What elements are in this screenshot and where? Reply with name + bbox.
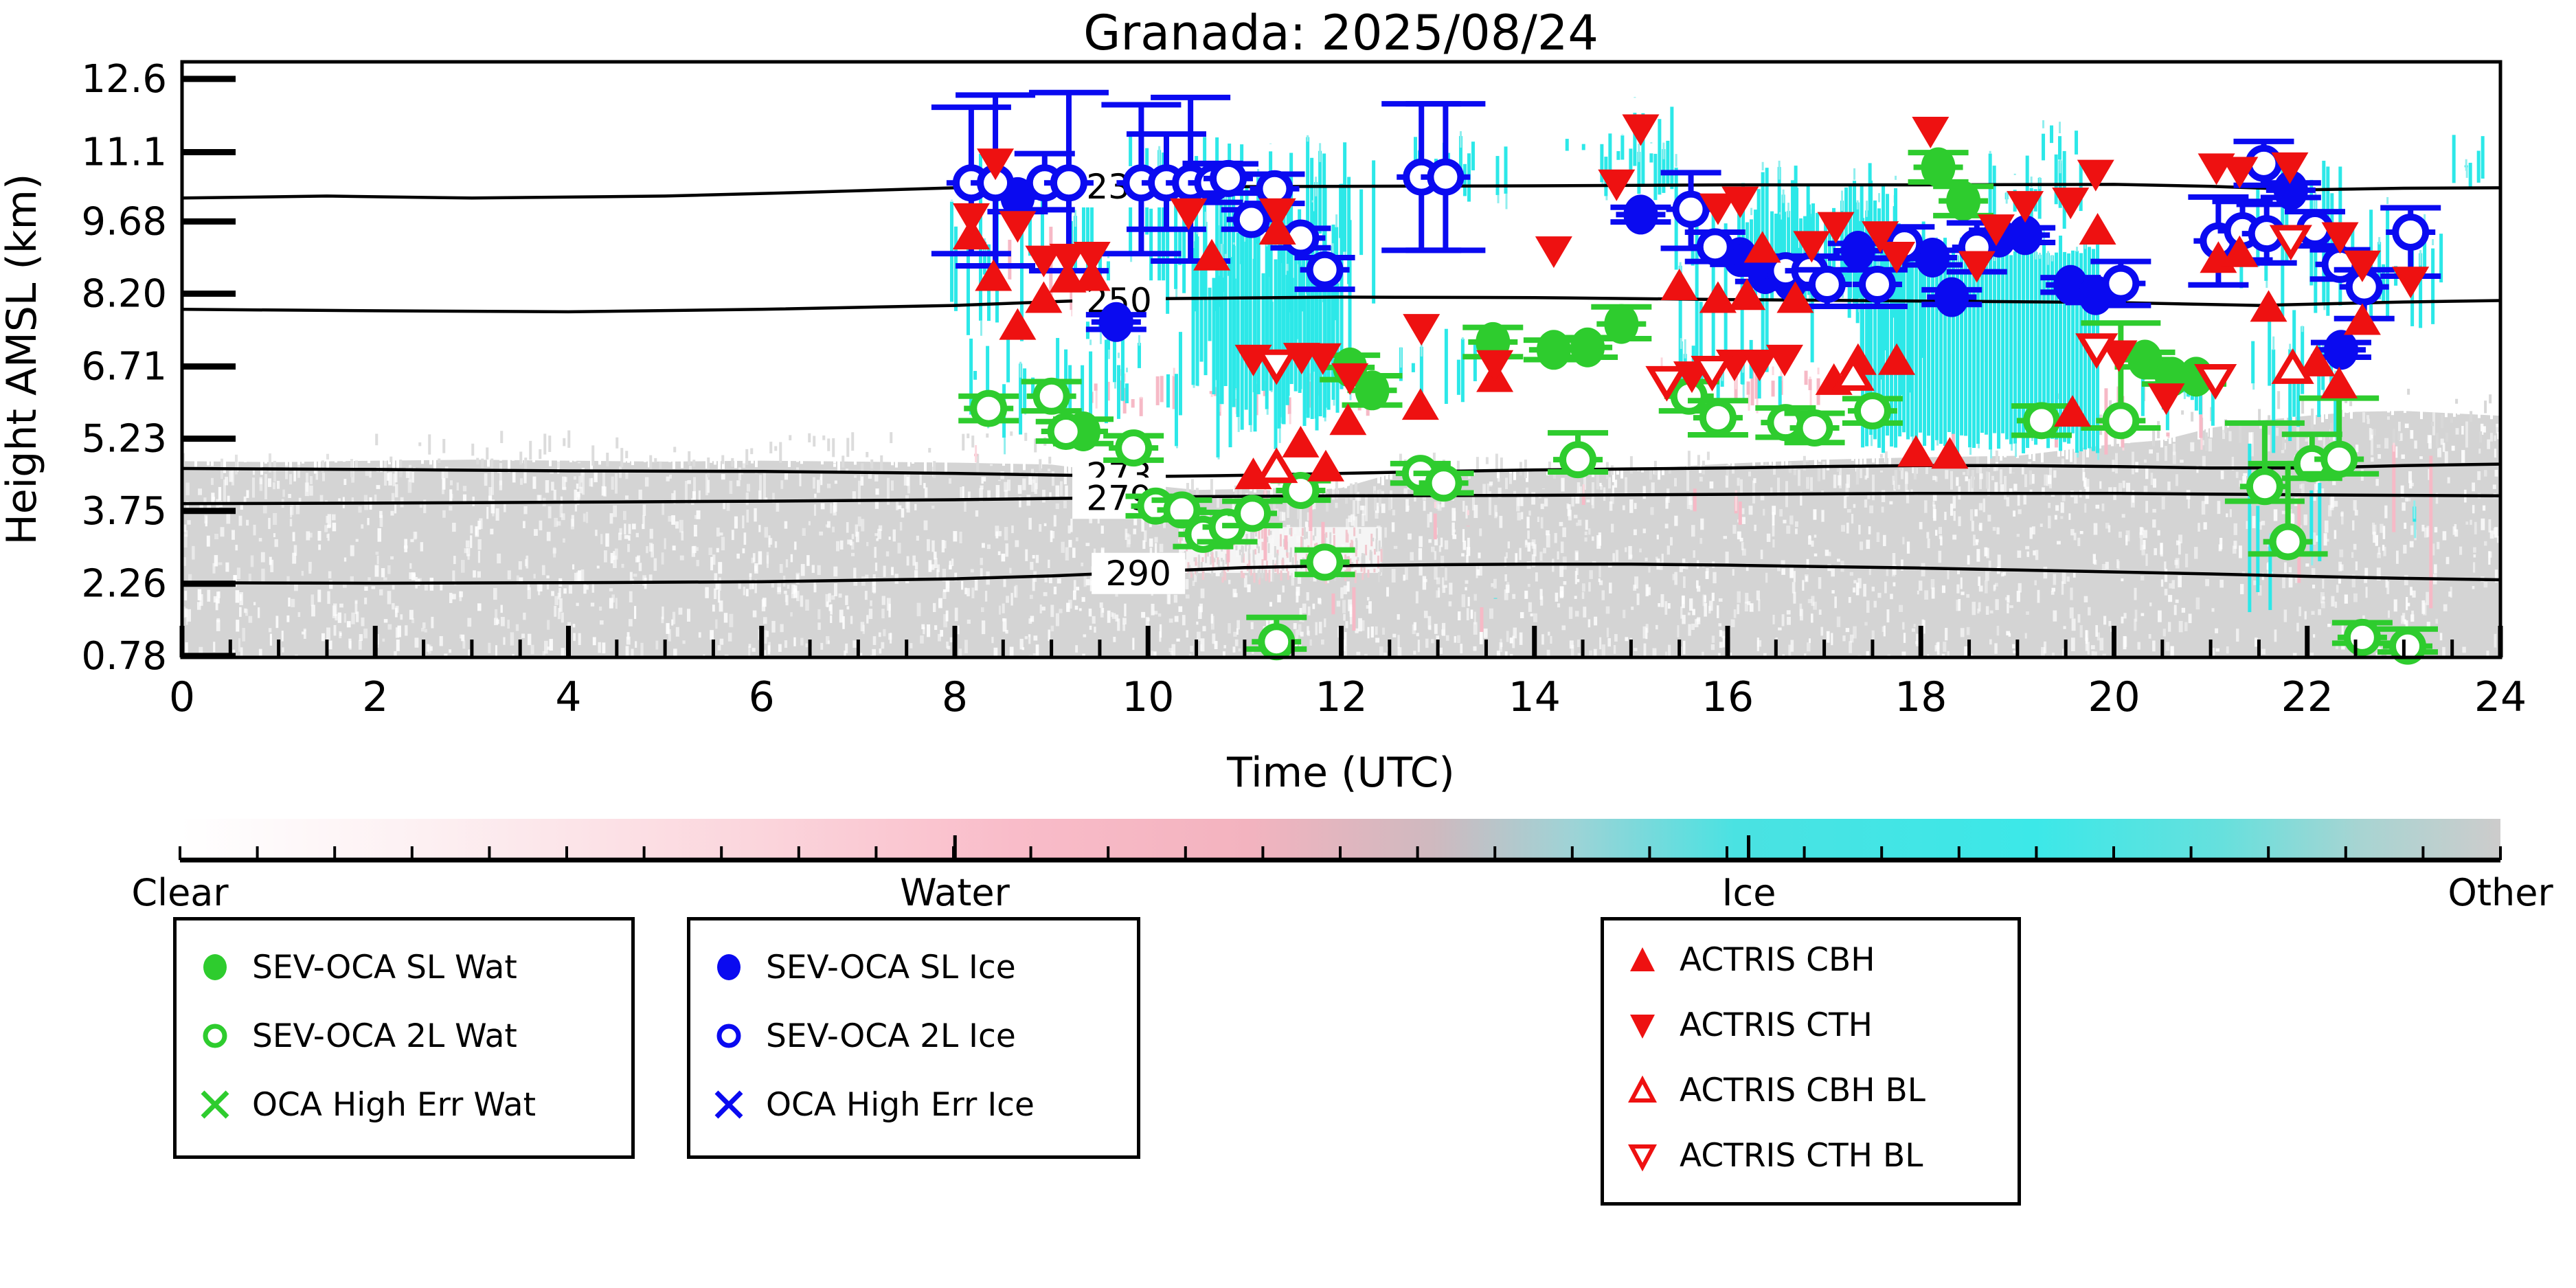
triangle-up-icon	[1630, 947, 1655, 971]
x-marker-icon	[201, 1090, 229, 1119]
series-cth-bl	[1255, 225, 2312, 402]
triangle-up-open-icon	[1628, 1075, 1657, 1103]
legend-item: SEV-OCA SL Ice	[690, 933, 1137, 1002]
x-tick-label: 22	[2281, 673, 2334, 721]
filled-circle-icon	[203, 954, 227, 980]
legend-item: OCA High Err Wat	[177, 1070, 631, 1139]
legend-water: SEV-OCA SL Wat SEV-OCA 2L Wat OCA High E…	[173, 917, 635, 1159]
legend-label: SEV-OCA 2L Wat	[252, 1017, 517, 1055]
open-circle-icon	[716, 1024, 741, 1048]
x-tick-label: 14	[1509, 673, 1561, 721]
legend-label: SEV-OCA SL Ice	[766, 948, 1016, 986]
x-axis-label: Time (UTC)	[1226, 749, 1455, 797]
x-tick-label: 0	[169, 673, 195, 721]
series-cbh-bl	[1255, 348, 2314, 484]
series-two-l-wat	[958, 320, 2438, 665]
x-tick-label: 12	[1315, 673, 1367, 721]
x-marker-icon	[714, 1090, 743, 1119]
y-axis-label: Height AMSL (km)	[0, 174, 46, 545]
open-circle-icon	[203, 1024, 227, 1048]
triangle-down-icon	[1630, 1014, 1655, 1039]
legend-label: SEV-OCA SL Wat	[252, 948, 517, 986]
legend-item: SEV-OCA 2L Wat	[177, 1002, 631, 1070]
plot-area: 2302502732792900.782.263.755.236.718.209…	[81, 57, 2527, 721]
legend-item: OCA High Err Ice	[690, 1070, 1137, 1139]
colorbar	[179, 819, 2502, 863]
y-tick-label: 12.6	[81, 57, 167, 102]
cloud-classification-chart: Granada: 2025/08/24 Time (UTC) Height AM…	[0, 5, 2553, 914]
y-tick-label: 8.20	[81, 272, 167, 317]
colorbar-label-water: Water	[900, 871, 1010, 914]
x-tick-label: 2	[362, 673, 388, 721]
y-tick-label: 11.1	[81, 130, 167, 174]
x-tick-label: 18	[1895, 673, 1947, 721]
filled-circle-icon	[717, 954, 741, 980]
page-title: Granada: 2025/08/24	[1083, 5, 1598, 61]
x-tick-label: 16	[1702, 673, 1754, 721]
y-tick-label: 3.75	[81, 489, 167, 534]
legend-item: ACTRIS CBH BL	[1604, 1058, 2018, 1123]
contour-label: 290	[1105, 554, 1171, 594]
x-tick-label: 20	[2088, 673, 2140, 721]
legend-item: ACTRIS CTH	[1604, 993, 2018, 1058]
legend-label: ACTRIS CTH	[1680, 1006, 1873, 1044]
legend-label: ACTRIS CTH BL	[1680, 1137, 1923, 1175]
legend-ice: SEV-OCA SL Ice SEV-OCA 2L Ice OCA High E…	[687, 917, 1140, 1159]
y-tick-label: 0.78	[81, 634, 167, 679]
x-tick-label: 6	[749, 673, 775, 721]
legend-actris: ACTRIS CBH ACTRIS CTH ACTRIS CBH BL ACTR…	[1601, 917, 2021, 1206]
legend-label: ACTRIS CBH BL	[1680, 1072, 1925, 1109]
legend-label: SEV-OCA 2L Ice	[766, 1017, 1016, 1055]
colorbar-label-ice: Ice	[1722, 871, 1776, 914]
y-tick-label: 6.71	[81, 344, 167, 389]
series-cth	[952, 114, 2430, 416]
y-tick-label: 2.26	[81, 562, 167, 607]
x-tick-label: 24	[2474, 673, 2527, 721]
y-tick-label: 9.68	[81, 199, 167, 244]
legend-label: ACTRIS CBH	[1680, 941, 1875, 979]
x-tick-label: 4	[555, 673, 581, 721]
colorbar-label-other: Other	[2448, 871, 2553, 914]
legend-item: SEV-OCA SL Wat	[177, 933, 631, 1002]
legend-item: ACTRIS CTH BL	[1604, 1123, 2018, 1188]
legend-label: OCA High Err Ice	[766, 1085, 1035, 1124]
legend-item: ACTRIS CBH	[1604, 927, 2018, 993]
triangle-down-open-icon	[1628, 1144, 1657, 1171]
x-tick-label: 8	[942, 673, 968, 721]
series-cbh	[952, 213, 2381, 490]
legend-item: SEV-OCA 2L Ice	[690, 1002, 1137, 1070]
y-tick-label: 5.23	[81, 417, 167, 462]
contour-label-bg	[1092, 552, 1186, 594]
x-tick-label: 10	[1122, 673, 1174, 721]
colorbar-label-clear: Clear	[131, 871, 229, 914]
legend-label: OCA High Err Wat	[252, 1085, 536, 1124]
